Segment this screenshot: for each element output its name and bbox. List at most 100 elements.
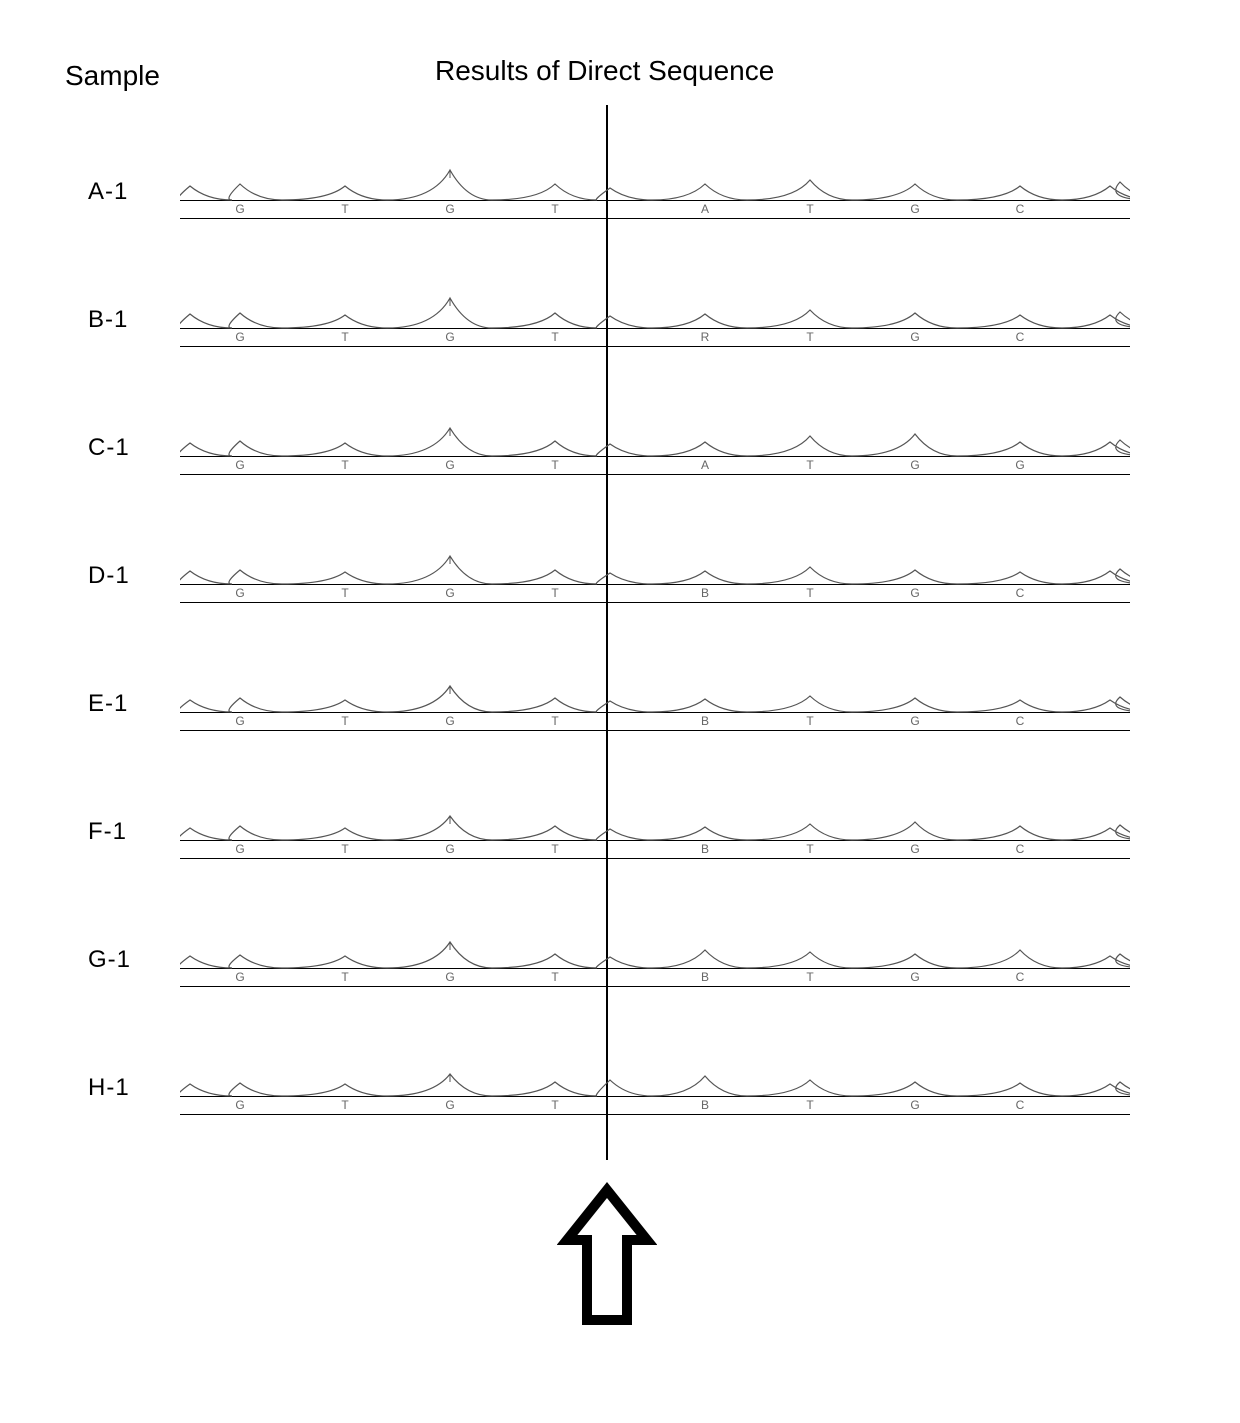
base-call-letter: G xyxy=(235,202,244,216)
chromatogram-trace: GTGTATGG xyxy=(180,416,1130,481)
chromatogram-row: H-1 G T G T B T G C xyxy=(0,1056,1240,1136)
chromatogram-row: F-1GTGTBTGC xyxy=(0,800,1240,880)
sample-label: G-1 xyxy=(88,946,131,974)
peaks-svg xyxy=(180,544,1130,589)
sample-label: F-1 xyxy=(88,818,127,846)
chromatogram-trace: GTGTRTGC xyxy=(180,288,1130,353)
chromatogram-trace: GTGTATGC xyxy=(180,160,1130,225)
base-call-letter: T xyxy=(806,970,813,984)
base-call-letter: G xyxy=(910,202,919,216)
base-call-letter: G xyxy=(235,970,244,984)
chromatogram-row: G-1GTGTBTGC xyxy=(0,928,1240,1008)
base-call-letter: T xyxy=(806,1098,813,1112)
results-column-header: Results of Direct Sequence xyxy=(435,55,774,87)
baseline xyxy=(180,602,1130,603)
base-call-letter: G xyxy=(235,586,244,600)
peaks-svg xyxy=(180,160,1130,205)
figure-container: Sample Results of Direct Sequence A-1GTG… xyxy=(0,0,1240,1423)
base-call-letter: C xyxy=(1016,970,1025,984)
base-call-letter: G xyxy=(445,1098,454,1112)
base-call-letter: T xyxy=(551,842,558,856)
base-call-letter: T xyxy=(551,714,558,728)
base-call-letter: T xyxy=(341,330,348,344)
base-call-letter: T xyxy=(806,202,813,216)
base-call-letter: A xyxy=(701,202,709,216)
peaks-svg xyxy=(180,416,1130,461)
base-call-letter: G xyxy=(445,714,454,728)
baseline xyxy=(180,346,1130,347)
baseline xyxy=(180,730,1130,731)
base-call-letter: C xyxy=(1016,714,1025,728)
base-call-letter: G xyxy=(910,714,919,728)
base-call-letter: B xyxy=(701,714,709,728)
base-call-letter: G xyxy=(910,458,919,472)
chromatogram-trace: GTGTBTGC xyxy=(180,800,1130,865)
base-call-letter: C xyxy=(1016,1098,1025,1112)
base-call-letter: T xyxy=(806,714,813,728)
peaks-svg xyxy=(180,800,1130,845)
base-call-letter: G xyxy=(910,330,919,344)
baseline xyxy=(180,1114,1130,1115)
base-call-letter: B xyxy=(701,970,709,984)
base-call-letter: G xyxy=(910,1098,919,1112)
base-call-letter: B xyxy=(701,1098,709,1112)
base-call-letter: C xyxy=(1016,330,1025,344)
base-call-letter: T xyxy=(341,714,348,728)
sample-label: E-1 xyxy=(88,690,128,718)
peaks-svg xyxy=(180,288,1130,333)
baseline xyxy=(180,218,1130,219)
peaks-svg xyxy=(180,672,1130,717)
base-call-letter: C xyxy=(1016,842,1025,856)
base-call-letter: C xyxy=(1016,586,1025,600)
base-call-letter: G xyxy=(445,330,454,344)
sample-label: H-1 xyxy=(88,1074,130,1102)
base-call-letter: T xyxy=(341,202,348,216)
sample-column-header: Sample xyxy=(65,60,160,92)
base-call-letter: G xyxy=(445,586,454,600)
base-call-letter: T xyxy=(806,586,813,600)
chromatogram-trace: GTGTBTGC xyxy=(180,672,1130,737)
baseline xyxy=(180,474,1130,475)
base-call-letter: G xyxy=(235,714,244,728)
base-call-letter: T xyxy=(341,970,348,984)
base-call-letter: G xyxy=(910,842,919,856)
base-call-letter: T xyxy=(806,330,813,344)
base-call-letter: G xyxy=(445,842,454,856)
base-call-letter: G xyxy=(910,970,919,984)
base-call-letter: A xyxy=(701,458,709,472)
chromatogram-row: D-1 G T G T B T G C xyxy=(0,544,1240,624)
base-call-letter: G xyxy=(445,970,454,984)
base-call-letter: B xyxy=(701,842,709,856)
base-call-letter: G xyxy=(910,586,919,600)
sample-label: B-1 xyxy=(88,306,128,334)
chromatogram-trace: GTGTBTGC xyxy=(180,544,1130,609)
base-call-letter: G xyxy=(235,458,244,472)
sample-label: D-1 xyxy=(88,562,130,590)
chromatogram-row: E-1 G T G T B T G C xyxy=(0,672,1240,752)
base-call-letter: T xyxy=(551,458,558,472)
chromatogram-trace: GTGTBTGC xyxy=(180,928,1130,993)
base-call-letter: T xyxy=(806,458,813,472)
base-call-letter: G xyxy=(445,202,454,216)
chromatogram-row: B-1GTGTRTGC xyxy=(0,288,1240,368)
base-call-letter: G xyxy=(235,842,244,856)
base-call-letter: T xyxy=(806,842,813,856)
snp-position-arrow-icon xyxy=(557,1180,657,1330)
chromatogram-row: A-1GTGTATGC xyxy=(0,160,1240,240)
chromatogram-row: C-1 G T G T A T G G xyxy=(0,416,1240,496)
base-call-letter: G xyxy=(445,458,454,472)
base-call-letter: C xyxy=(1016,202,1025,216)
peaks-svg xyxy=(180,1056,1130,1101)
base-call-letter: G xyxy=(235,1098,244,1112)
chromatogram-trace: GTGTBTGC xyxy=(180,1056,1130,1121)
base-call-letter: T xyxy=(551,330,558,344)
sample-label: C-1 xyxy=(88,434,130,462)
base-call-letter: T xyxy=(341,586,348,600)
base-call-letter: T xyxy=(551,1098,558,1112)
base-call-letter: B xyxy=(701,586,709,600)
base-call-letter: R xyxy=(701,330,710,344)
base-call-letter: T xyxy=(341,458,348,472)
base-call-letter: T xyxy=(341,1098,348,1112)
base-call-letter: G xyxy=(1015,458,1024,472)
base-call-letter: T xyxy=(551,586,558,600)
